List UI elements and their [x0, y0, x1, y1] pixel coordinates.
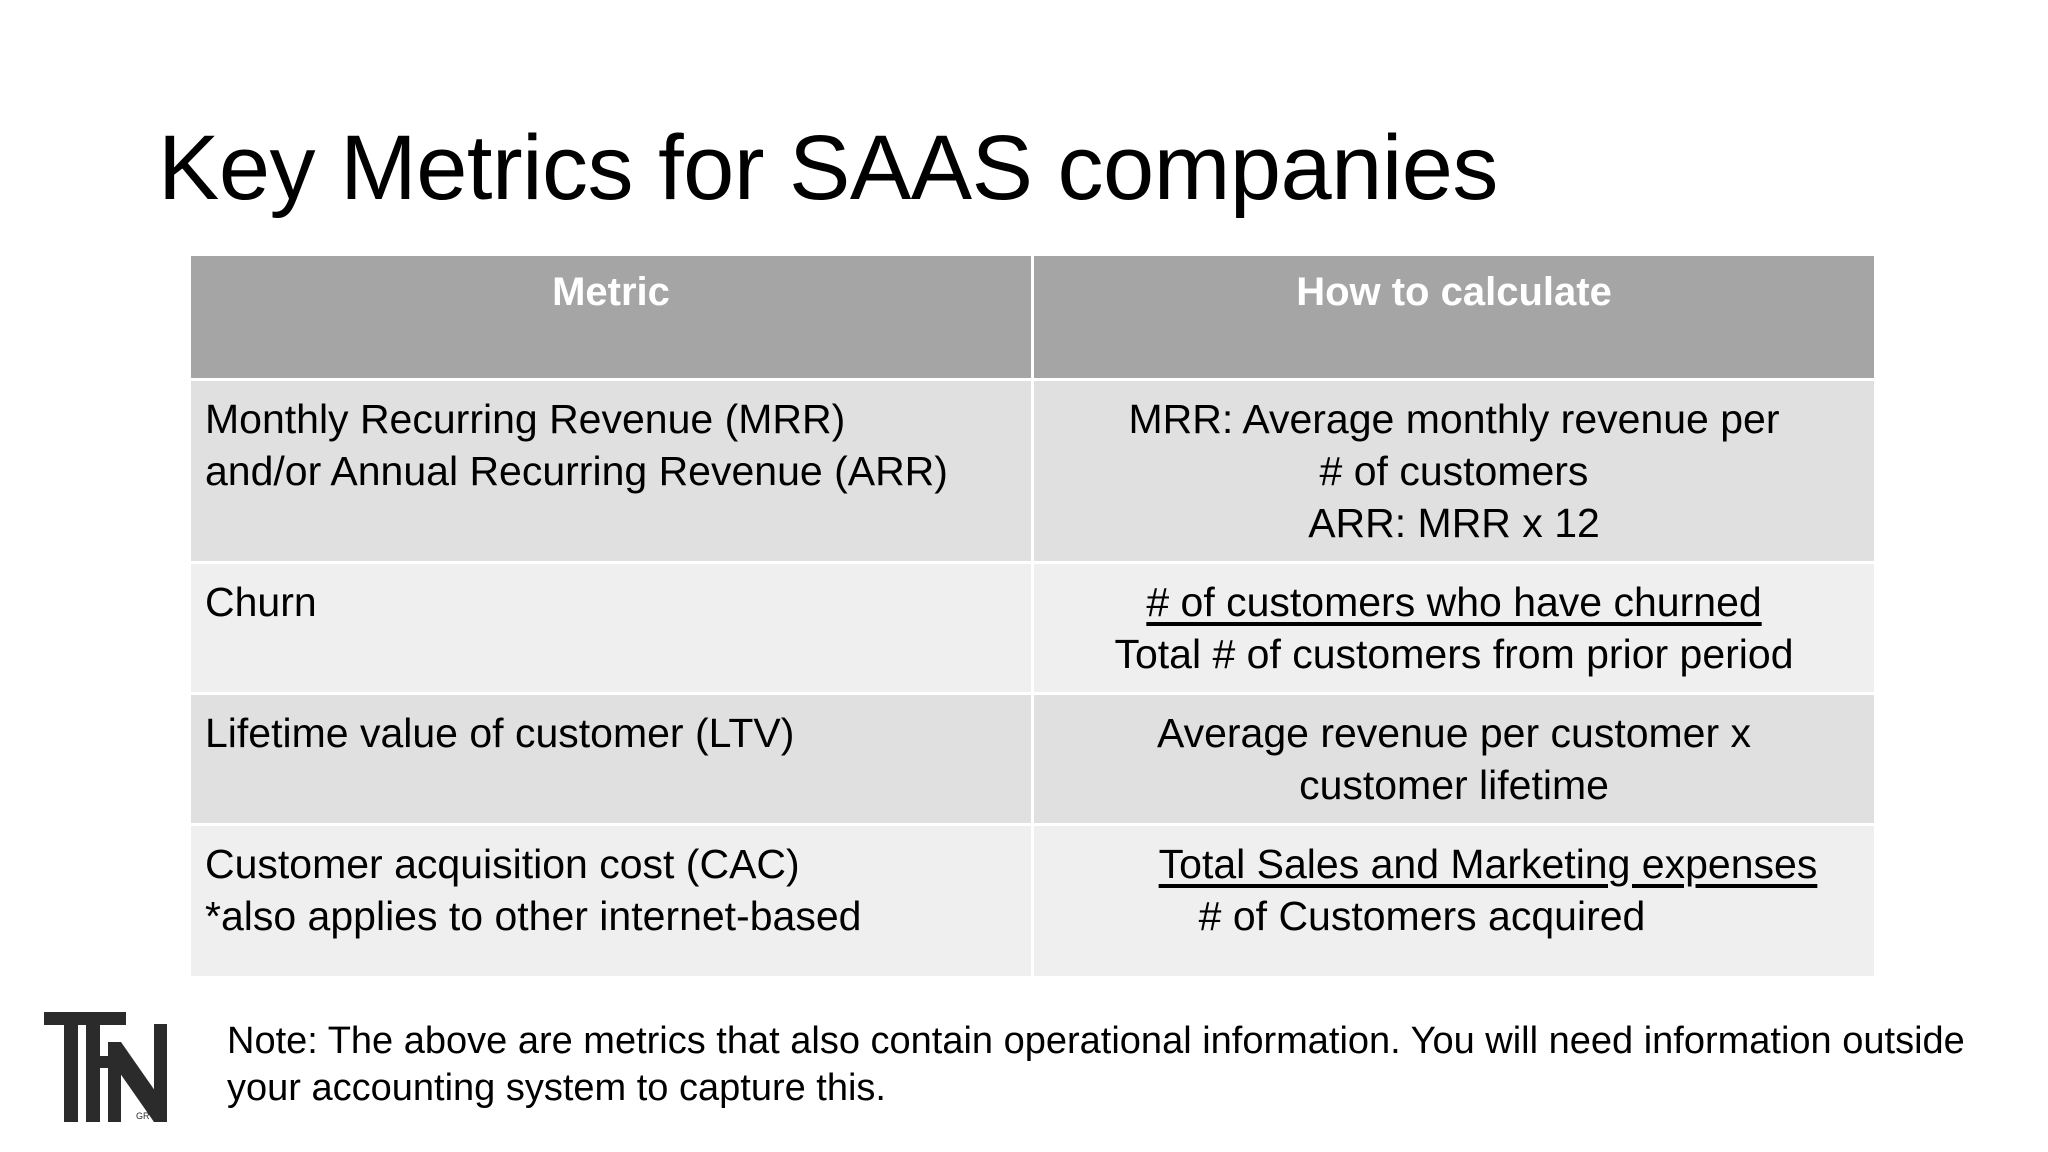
formula-numerator: # of customers who have churned — [1146, 579, 1762, 625]
table-row-ltv: Lifetime value of customer (LTV) Average… — [188, 692, 1877, 826]
header-how-to-calculate: How to calculate — [1031, 253, 1877, 381]
slide-title: Key Metrics for SAAS companies — [158, 117, 1498, 219]
tfn-logo-icon: GR — [44, 1012, 167, 1122]
metric-text: Churn — [205, 579, 317, 625]
formula-denominator: # of Customers acquired — [1198, 893, 1646, 939]
metric-cell: Churn — [188, 561, 1034, 695]
footnote-line: Note: The above are metrics that also co… — [227, 1020, 1965, 1062]
table-header-row: Metric How to calculate — [188, 253, 1877, 381]
header-metric: Metric — [188, 253, 1034, 381]
formula-numerator: Total Sales and Marketing expenses — [1158, 841, 1818, 887]
metric-text: Lifetime value of customer (LTV) — [205, 710, 795, 756]
calculation-cell: MRR: Average monthly revenue per # of cu… — [1031, 378, 1877, 564]
metric-text: *also applies to other internet-based — [205, 893, 862, 939]
metrics-table: Metric How to calculate Monthly Recurrin… — [188, 253, 1877, 979]
metric-cell: Customer acquisition cost (CAC) *also ap… — [188, 823, 1034, 979]
calculation-text: ARR: MRR x 12 — [1308, 500, 1600, 546]
formula-denominator: Total # of customers from prior period — [1114, 631, 1794, 677]
metric-cell: Lifetime value of customer (LTV) — [188, 692, 1034, 826]
metric-text: Monthly Recurring Revenue (MRR) — [205, 396, 846, 442]
calculation-cell: Total Sales and Marketing expenses # of … — [1031, 823, 1877, 979]
calculation-cell: Average revenue per customer x customer … — [1031, 692, 1877, 826]
svg-text:GR: GR — [136, 1111, 150, 1121]
calculation-cell: # of customers who have churned Total # … — [1031, 561, 1877, 695]
table-row-churn: Churn # of customers who have churned To… — [188, 561, 1877, 695]
calculation-text: Average revenue per customer x — [1156, 710, 1752, 756]
calculation-text: # of customers — [1319, 448, 1589, 494]
footnote: Note: The above are metrics that also co… — [227, 1018, 1965, 1112]
footnote-line: your accounting system to capture this. — [227, 1067, 886, 1109]
table-row-cac: Customer acquisition cost (CAC) *also ap… — [188, 823, 1877, 979]
metric-cell: Monthly Recurring Revenue (MRR) and/or A… — [188, 378, 1034, 564]
metric-text: Customer acquisition cost (CAC) — [205, 841, 800, 887]
calculation-text: MRR: Average monthly revenue per — [1128, 396, 1780, 442]
metric-text: and/or Annual Recurring Revenue (ARR) — [205, 448, 948, 494]
calculation-text: customer lifetime — [1299, 762, 1609, 808]
table-row-mrr-arr: Monthly Recurring Revenue (MRR) and/or A… — [188, 378, 1877, 564]
